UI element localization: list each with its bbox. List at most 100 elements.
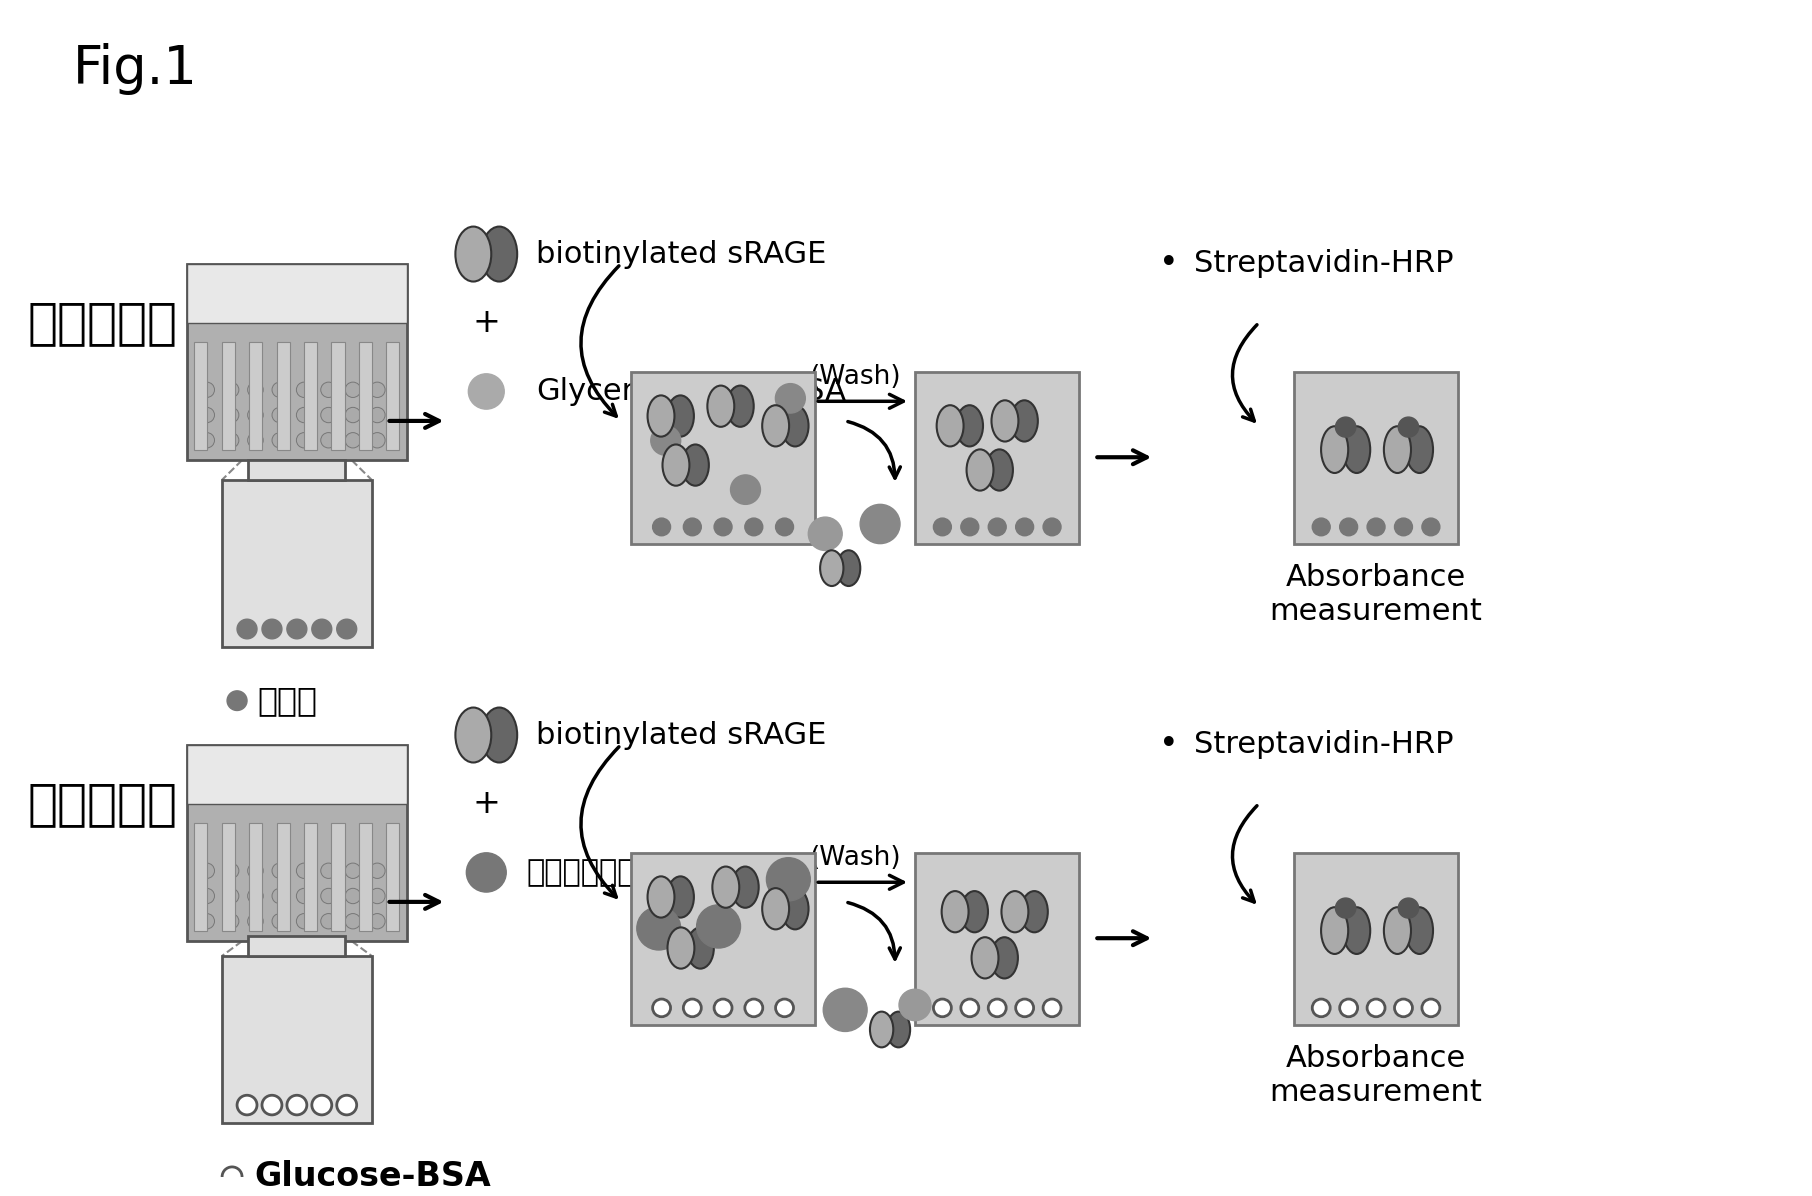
- FancyBboxPatch shape: [1294, 372, 1459, 544]
- Circle shape: [696, 905, 741, 948]
- Circle shape: [823, 988, 868, 1031]
- Circle shape: [248, 914, 263, 929]
- Circle shape: [1312, 999, 1330, 1017]
- Circle shape: [745, 518, 763, 536]
- Text: Streptavidin-HRP: Streptavidin-HRP: [1194, 250, 1453, 279]
- Ellipse shape: [727, 385, 754, 427]
- Circle shape: [1312, 518, 1330, 536]
- Text: Streptavidin-HRP: Streptavidin-HRP: [1194, 731, 1453, 759]
- Circle shape: [344, 408, 361, 422]
- Ellipse shape: [986, 450, 1013, 490]
- Circle shape: [714, 999, 732, 1017]
- Text: Glucose-BSA: Glucose-BSA: [254, 1160, 491, 1194]
- Ellipse shape: [647, 396, 674, 437]
- Circle shape: [370, 889, 386, 904]
- Circle shape: [899, 989, 931, 1020]
- Ellipse shape: [781, 405, 808, 446]
- Circle shape: [337, 620, 357, 639]
- Text: 多糖類: 多糖類: [257, 684, 317, 718]
- Circle shape: [237, 1096, 257, 1115]
- FancyBboxPatch shape: [194, 342, 208, 451]
- Text: biotinylated sRAGE: biotinylated sRAGE: [536, 720, 826, 750]
- Text: •: •: [1160, 728, 1180, 762]
- Circle shape: [248, 382, 263, 397]
- Ellipse shape: [870, 1012, 893, 1048]
- Circle shape: [370, 864, 386, 878]
- Circle shape: [297, 408, 312, 422]
- Text: (Wash): (Wash): [810, 844, 901, 871]
- FancyBboxPatch shape: [221, 823, 236, 932]
- Text: •: •: [1160, 248, 1180, 280]
- Circle shape: [248, 433, 263, 448]
- Circle shape: [652, 518, 670, 536]
- FancyBboxPatch shape: [915, 853, 1080, 1025]
- FancyBboxPatch shape: [304, 823, 317, 932]
- Circle shape: [988, 518, 1006, 536]
- Circle shape: [263, 1096, 283, 1115]
- Circle shape: [223, 433, 239, 448]
- Circle shape: [223, 408, 239, 422]
- FancyBboxPatch shape: [221, 342, 236, 451]
- Circle shape: [1422, 999, 1441, 1017]
- Circle shape: [321, 914, 337, 929]
- Circle shape: [321, 889, 337, 904]
- Ellipse shape: [942, 891, 969, 933]
- Ellipse shape: [1406, 908, 1433, 954]
- Ellipse shape: [821, 550, 843, 586]
- Circle shape: [199, 433, 214, 448]
- Circle shape: [1422, 518, 1441, 536]
- FancyBboxPatch shape: [915, 372, 1080, 544]
- Circle shape: [1044, 518, 1062, 536]
- Circle shape: [248, 864, 263, 878]
- Circle shape: [776, 518, 794, 536]
- Circle shape: [344, 382, 361, 397]
- Circle shape: [344, 914, 361, 929]
- Ellipse shape: [763, 889, 788, 929]
- Circle shape: [714, 518, 732, 536]
- FancyBboxPatch shape: [223, 480, 371, 647]
- Circle shape: [237, 620, 257, 639]
- Ellipse shape: [1020, 891, 1047, 933]
- Circle shape: [1017, 999, 1033, 1017]
- Ellipse shape: [960, 891, 988, 933]
- Circle shape: [199, 889, 214, 904]
- Text: 【間接法】: 【間接法】: [27, 780, 178, 828]
- Circle shape: [199, 864, 214, 878]
- Circle shape: [1399, 417, 1419, 437]
- Circle shape: [370, 408, 386, 422]
- Circle shape: [223, 864, 239, 878]
- Circle shape: [297, 914, 312, 929]
- Text: +: +: [473, 787, 500, 820]
- Circle shape: [297, 864, 312, 878]
- Circle shape: [312, 620, 332, 639]
- Circle shape: [745, 999, 763, 1017]
- Circle shape: [272, 433, 288, 448]
- Circle shape: [808, 517, 843, 550]
- Ellipse shape: [455, 708, 491, 763]
- FancyBboxPatch shape: [359, 342, 371, 451]
- Ellipse shape: [971, 938, 998, 978]
- Circle shape: [263, 620, 283, 639]
- FancyBboxPatch shape: [250, 342, 263, 451]
- Ellipse shape: [1384, 908, 1412, 954]
- Circle shape: [1339, 999, 1357, 1017]
- Ellipse shape: [1321, 426, 1348, 472]
- Circle shape: [960, 518, 978, 536]
- Ellipse shape: [687, 927, 714, 969]
- FancyBboxPatch shape: [250, 823, 263, 932]
- Ellipse shape: [455, 226, 491, 281]
- Circle shape: [226, 691, 246, 710]
- Ellipse shape: [482, 226, 516, 281]
- FancyBboxPatch shape: [631, 853, 815, 1025]
- Circle shape: [272, 382, 288, 397]
- Circle shape: [223, 889, 239, 904]
- Circle shape: [248, 889, 263, 904]
- FancyBboxPatch shape: [187, 264, 406, 323]
- FancyBboxPatch shape: [332, 342, 344, 451]
- FancyBboxPatch shape: [277, 342, 290, 451]
- Circle shape: [248, 408, 263, 422]
- Circle shape: [1366, 999, 1384, 1017]
- FancyBboxPatch shape: [248, 459, 346, 480]
- FancyBboxPatch shape: [386, 823, 399, 932]
- Circle shape: [776, 999, 794, 1017]
